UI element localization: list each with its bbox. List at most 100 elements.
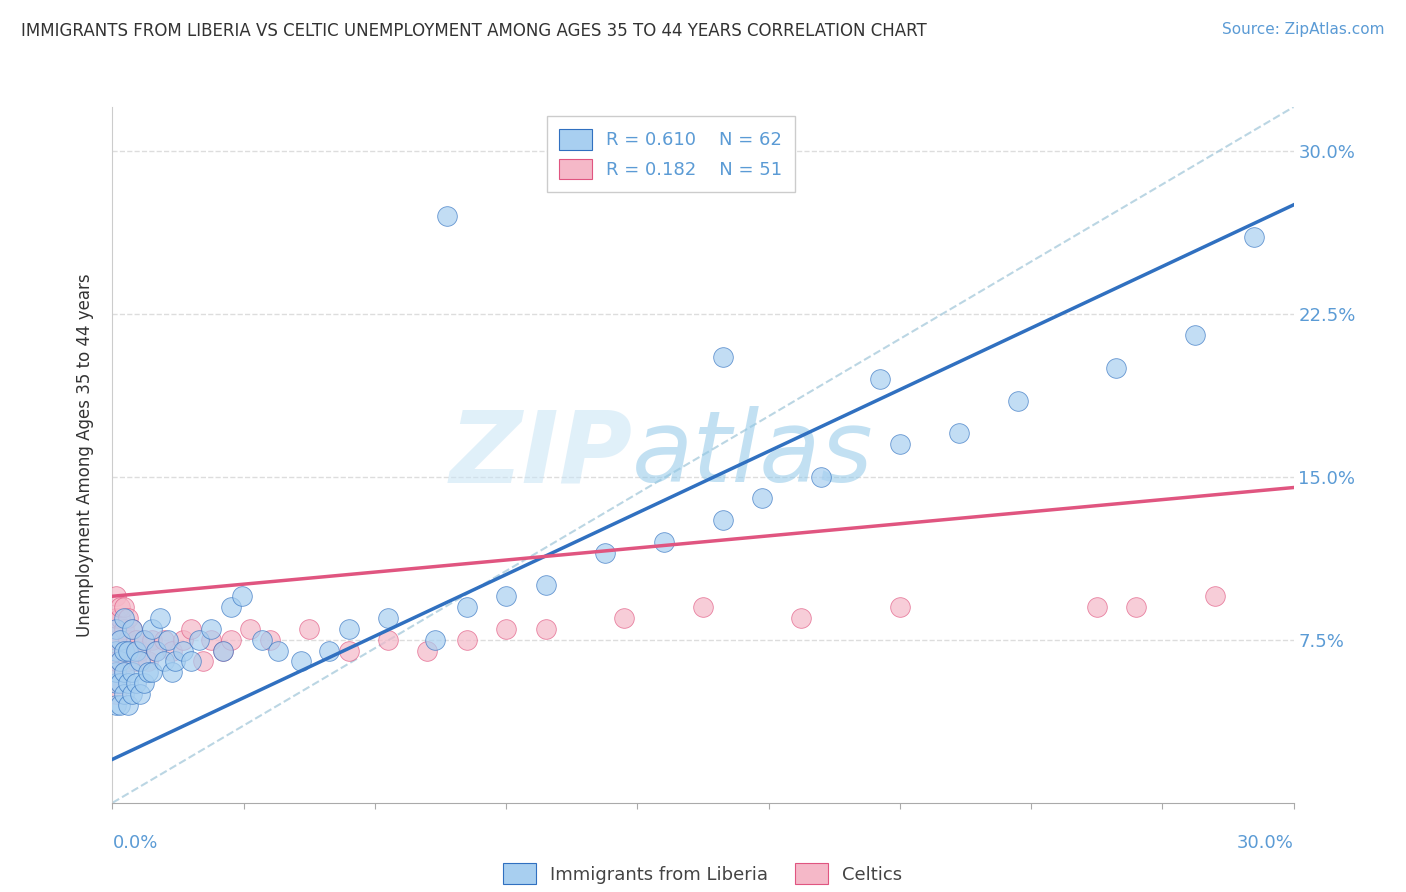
Point <box>117 643 139 657</box>
Point <box>377 632 399 647</box>
Point <box>105 622 128 636</box>
Point <box>259 632 281 647</box>
Point <box>211 643 233 657</box>
Point <box>172 632 194 647</box>
Point <box>117 676 139 690</box>
Point <box>117 611 139 625</box>
Point <box>112 600 135 615</box>
Text: atlas: atlas <box>633 407 873 503</box>
Point <box>231 589 253 603</box>
Point <box>125 643 148 657</box>
Point <box>337 643 360 657</box>
Point <box>117 632 139 647</box>
Point <box>117 698 139 712</box>
Point <box>110 676 132 690</box>
Point <box>172 643 194 657</box>
Point <box>534 578 557 592</box>
Point <box>1243 230 1265 244</box>
Point <box>711 513 734 527</box>
Point <box>156 632 179 647</box>
Point <box>110 611 132 625</box>
Point <box>129 643 152 657</box>
Text: IMMIGRANTS FROM LIBERIA VS CELTIC UNEMPLOYMENT AMONG AGES 35 TO 44 YEARS CORRELA: IMMIGRANTS FROM LIBERIA VS CELTIC UNEMPL… <box>21 22 927 40</box>
Point <box>110 676 132 690</box>
Point <box>125 632 148 647</box>
Point <box>105 643 128 657</box>
Point <box>239 622 262 636</box>
Point <box>298 622 321 636</box>
Point <box>495 589 517 603</box>
Point <box>318 643 340 657</box>
Point <box>112 687 135 701</box>
Point <box>219 600 242 615</box>
Point <box>456 600 478 615</box>
Point <box>180 622 202 636</box>
Point <box>125 655 148 669</box>
Point <box>110 698 132 712</box>
Point <box>188 632 211 647</box>
Point <box>105 611 128 625</box>
Point <box>125 676 148 690</box>
Point <box>112 622 135 636</box>
Text: Source: ZipAtlas.com: Source: ZipAtlas.com <box>1222 22 1385 37</box>
Point <box>141 622 163 636</box>
Point <box>105 676 128 690</box>
Point <box>165 655 187 669</box>
Point <box>129 687 152 701</box>
Point <box>534 622 557 636</box>
Point <box>1184 328 1206 343</box>
Point <box>117 655 139 669</box>
Y-axis label: Unemployment Among Ages 35 to 44 years: Unemployment Among Ages 35 to 44 years <box>76 273 94 637</box>
Point <box>711 350 734 364</box>
Point <box>112 611 135 625</box>
Point <box>692 600 714 615</box>
Point <box>136 655 159 669</box>
Point <box>112 643 135 657</box>
Point <box>136 665 159 680</box>
Point <box>112 665 135 680</box>
Point <box>869 372 891 386</box>
Point <box>613 611 636 625</box>
Point <box>377 611 399 625</box>
Point <box>121 622 143 636</box>
Point <box>889 437 911 451</box>
Point <box>110 632 132 647</box>
Point <box>129 655 152 669</box>
Point <box>593 546 616 560</box>
Point <box>416 643 439 657</box>
Text: ZIP: ZIP <box>449 407 633 503</box>
Point <box>1007 393 1029 408</box>
Point <box>889 600 911 615</box>
Point <box>191 655 214 669</box>
Point <box>110 632 132 647</box>
Point <box>105 589 128 603</box>
Point <box>267 643 290 657</box>
Point <box>121 687 143 701</box>
Point <box>121 665 143 680</box>
Point <box>121 643 143 657</box>
Point <box>1204 589 1226 603</box>
Point <box>152 632 174 647</box>
Point <box>219 632 242 647</box>
Point <box>652 535 675 549</box>
Point <box>160 665 183 680</box>
Point <box>948 426 970 441</box>
Point <box>1105 360 1128 375</box>
Point <box>180 655 202 669</box>
Point <box>141 665 163 680</box>
Point <box>121 622 143 636</box>
Point <box>751 491 773 506</box>
Point <box>1085 600 1108 615</box>
Point <box>112 665 135 680</box>
Point <box>436 209 458 223</box>
Point <box>200 632 222 647</box>
Point <box>145 643 167 657</box>
Point <box>110 655 132 669</box>
Point <box>290 655 312 669</box>
Point <box>145 643 167 657</box>
Point <box>211 643 233 657</box>
Point <box>105 665 128 680</box>
Point <box>790 611 813 625</box>
Point <box>132 632 155 647</box>
Point <box>250 632 273 647</box>
